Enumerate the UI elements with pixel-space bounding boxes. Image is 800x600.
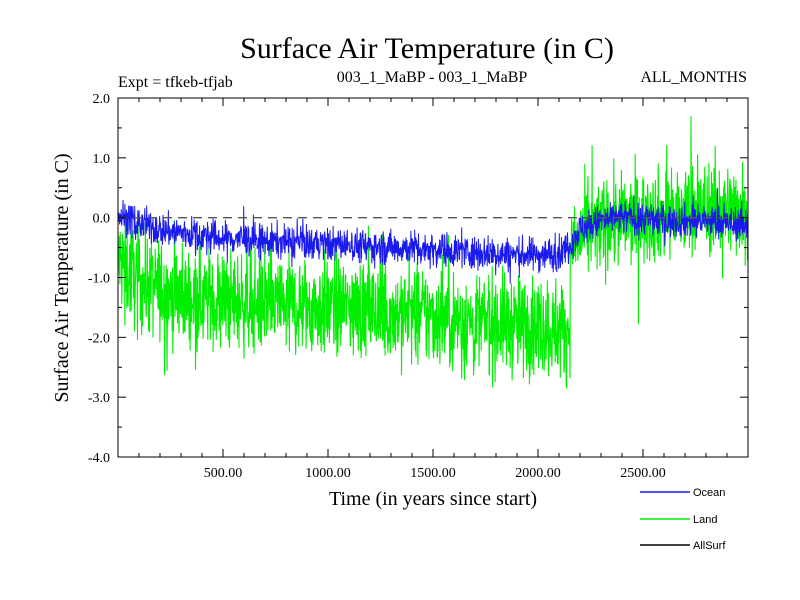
y-tick-label: -4.0 bbox=[88, 451, 110, 466]
x-tick-label: 2500.00 bbox=[620, 466, 666, 481]
y-tick-label: 2.0 bbox=[93, 92, 111, 107]
chart-title: Surface Air Temperature (in C) bbox=[240, 32, 614, 65]
series-layer bbox=[118, 116, 748, 389]
x-axis-label: Time (in years since start) bbox=[329, 488, 537, 510]
chart-subtitle-center: 003_1_MaBP - 003_1_MaBP bbox=[337, 69, 528, 86]
x-tick-label: 2000.00 bbox=[515, 466, 561, 481]
y-tick-label: -2.0 bbox=[88, 331, 110, 346]
plot-area bbox=[118, 116, 748, 389]
x-tick-label: 1000.00 bbox=[305, 466, 351, 481]
y-axis: -4.0 -3.0 -2.0 -1.0 0.0 1.0 2.0 bbox=[88, 92, 748, 466]
y-tick-label: -1.0 bbox=[88, 272, 110, 287]
legend: Ocean Land AllSurf bbox=[640, 487, 726, 552]
series-line-land bbox=[118, 116, 748, 389]
y-tick-label: 0.0 bbox=[93, 212, 111, 227]
y-tick-label: -3.0 bbox=[88, 391, 110, 406]
chart-subtitle-left: Expt = tfkeb-tfjab bbox=[118, 74, 233, 91]
x-axis: 500.00 1000.00 1500.00 2000.00 2500.00 bbox=[138, 98, 728, 481]
legend-label-land: Land bbox=[693, 514, 717, 526]
chart-subtitle-right: ALL_MONTHS bbox=[640, 69, 747, 86]
y-axis-label: Surface Air Temperature (in C) bbox=[51, 153, 73, 402]
x-tick-label: 1500.00 bbox=[410, 466, 456, 481]
series-line-ocean bbox=[118, 187, 748, 284]
legend-label-allsurf: AllSurf bbox=[693, 540, 726, 552]
y-tick-label: 1.0 bbox=[93, 152, 111, 167]
x-tick-label: 500.00 bbox=[204, 466, 243, 481]
legend-label-ocean: Ocean bbox=[693, 487, 725, 499]
